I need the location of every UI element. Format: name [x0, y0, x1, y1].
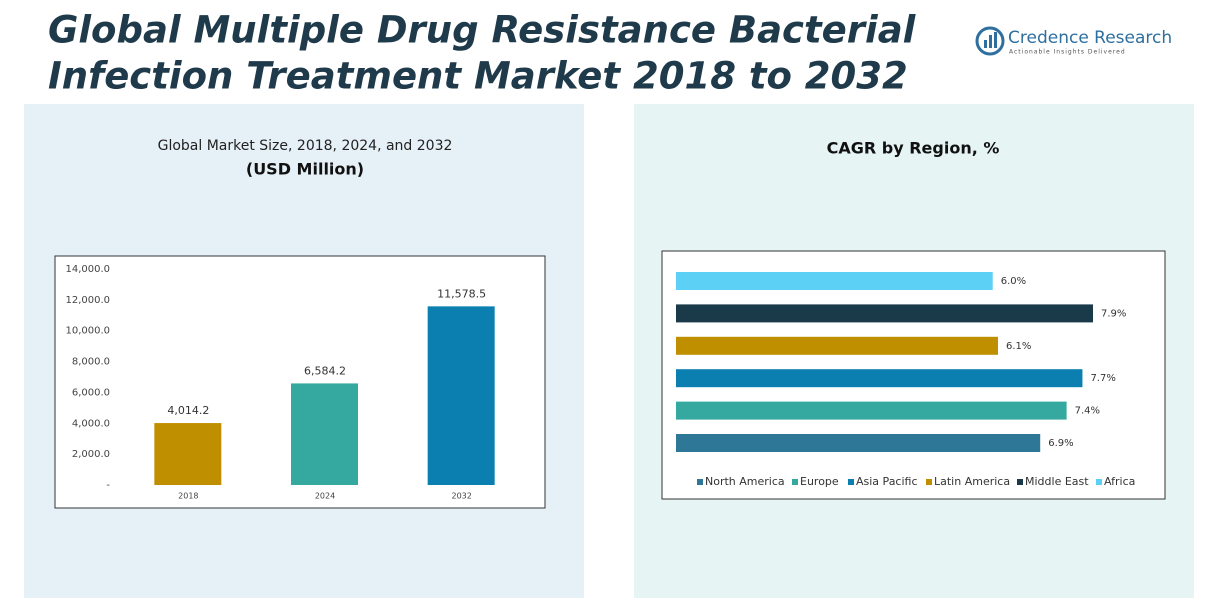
- bar: [154, 423, 222, 485]
- logo-icon: [994, 32, 997, 48]
- legend-swatch: [848, 479, 854, 485]
- value-label: 6.0%: [1001, 276, 1026, 287]
- legend-swatch: [1017, 479, 1023, 485]
- y-tick-label: 14,000.0: [65, 264, 110, 275]
- value-label: 7.9%: [1101, 308, 1126, 319]
- legend-label: Middle East: [1025, 475, 1089, 488]
- bar: [676, 401, 1067, 420]
- y-tick-label: 8,000.0: [72, 357, 110, 368]
- y-tick-label: 12,000.0: [65, 295, 110, 306]
- value-label: 11,578.5: [437, 287, 486, 300]
- legend-label: North America: [705, 475, 785, 488]
- value-label: 6.1%: [1006, 341, 1031, 352]
- chart-title: Global Market Size, 2018, 2024, and 2032: [158, 138, 453, 154]
- bar: [676, 434, 1041, 452]
- bar: [676, 336, 998, 355]
- bar: [676, 304, 1093, 323]
- logo-icon: [989, 35, 992, 48]
- legend-label: Latin America: [934, 475, 1010, 488]
- x-tick-label: 2032: [451, 492, 471, 501]
- y-tick-label: 6,000.0: [72, 387, 110, 398]
- legend-label: Europe: [800, 475, 839, 488]
- chart-title: CAGR by Region, %: [827, 139, 1000, 158]
- legend-swatch: [792, 479, 798, 485]
- logo-icon: [984, 40, 987, 48]
- value-label: 6,584.2: [304, 364, 346, 377]
- bar: [676, 272, 993, 290]
- logo-name: Credence Research: [1008, 28, 1172, 48]
- logo-icon: [975, 26, 1005, 56]
- value-label: 7.4%: [1075, 406, 1100, 417]
- value-label: 7.7%: [1090, 373, 1115, 384]
- bar: [291, 383, 358, 485]
- value-label: 6.9%: [1048, 438, 1073, 449]
- x-tick-label: 2018: [178, 492, 198, 501]
- x-tick-label: 2024: [315, 492, 335, 501]
- chart-subtitle: (USD Million): [246, 160, 364, 179]
- legend-swatch: [926, 479, 932, 485]
- page-title: Infection Treatment Market 2018 to 2032: [48, 55, 908, 98]
- logo-tagline: Actionable Insights Delivered: [1009, 49, 1126, 56]
- legend-swatch: [1096, 479, 1102, 485]
- logo: Credence Research Actionable Insights De…: [975, 26, 1172, 56]
- y-tick-label: 4,000.0: [72, 418, 110, 429]
- bar: [676, 369, 1083, 388]
- legend-label: Asia Pacific: [856, 475, 918, 488]
- value-label: 4,014.2: [167, 404, 209, 417]
- y-tick-label: -: [106, 480, 110, 491]
- legend-label: Africa: [1104, 475, 1135, 488]
- y-tick-label: 2,000.0: [72, 449, 110, 460]
- legend-swatch: [697, 479, 703, 485]
- page-title: Global Multiple Drug Resistance Bacteria…: [48, 9, 917, 52]
- y-tick-label: 10,000.0: [65, 326, 110, 337]
- bar: [427, 306, 495, 485]
